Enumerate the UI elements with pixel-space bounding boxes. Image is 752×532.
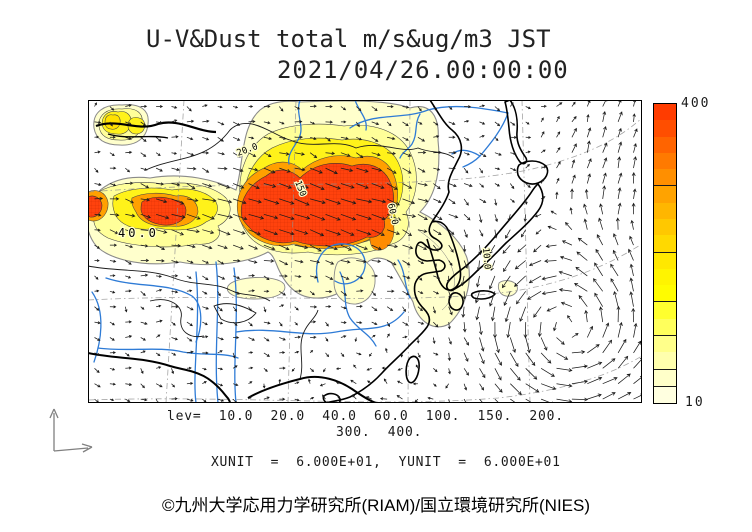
colorbar-cell [654,120,676,137]
colorbar-cell [654,302,676,319]
colorbar-cell [654,186,676,203]
colorbar-cell [654,268,676,286]
contour-levels-text-2: 300. 400. [336,425,423,440]
colorbar-cell [654,104,676,121]
colorbar [653,103,677,404]
border-layer [88,123,455,380]
colorbar-cell [654,235,676,253]
graticule-layer [88,100,642,403]
colorbar-cell [654,369,676,387]
axis-arrows-icon [49,408,93,453]
river-layer [91,100,509,403]
credit-text: ©九州大学応用力学研究所(RIAM)/国立環境研究所(NIES) [161,496,591,515]
chart-title: U-V&Dust total m/s&ug/m3 JST [146,25,551,53]
coastline-layer [88,100,549,403]
colorbar-cell [654,218,676,236]
contour-label: 10.0 [480,247,492,269]
colorbar-cell [654,335,676,353]
colorbar-cell [654,318,676,336]
colorbar-cell [654,136,676,153]
grid-units-text: XUNIT = 6.000E+01, YUNIT = 6.000E+01 [211,455,561,470]
contour-levels-text: lev= 10.0 20.0 40.0 60.0 100. 150. 200. [167,409,564,424]
colorbar-cell [654,386,676,404]
map-frame [88,100,642,403]
chart-datetime: 2021/04/26.00:00:00 [277,56,569,84]
contour-label: 40.0 [118,226,159,240]
wind-vectors-layer [94,100,642,403]
colorbar-min-label: 10 [685,395,705,410]
colorbar-max-label: 400 [681,96,711,111]
contour-label: 60.0 [385,203,399,226]
colorbar-cell [654,202,676,219]
contour-label-layer: 40.0 150 10.0 60.0 20.0 [117,141,493,271]
colorbar-cell [654,252,676,269]
map-plot: 40.0 150 10.0 60.0 20.0 [88,100,642,403]
colorbar-cell [654,169,676,187]
colorbar-cell [654,352,676,370]
colorbar-cell [654,152,676,170]
colorbar-cell [654,285,676,303]
